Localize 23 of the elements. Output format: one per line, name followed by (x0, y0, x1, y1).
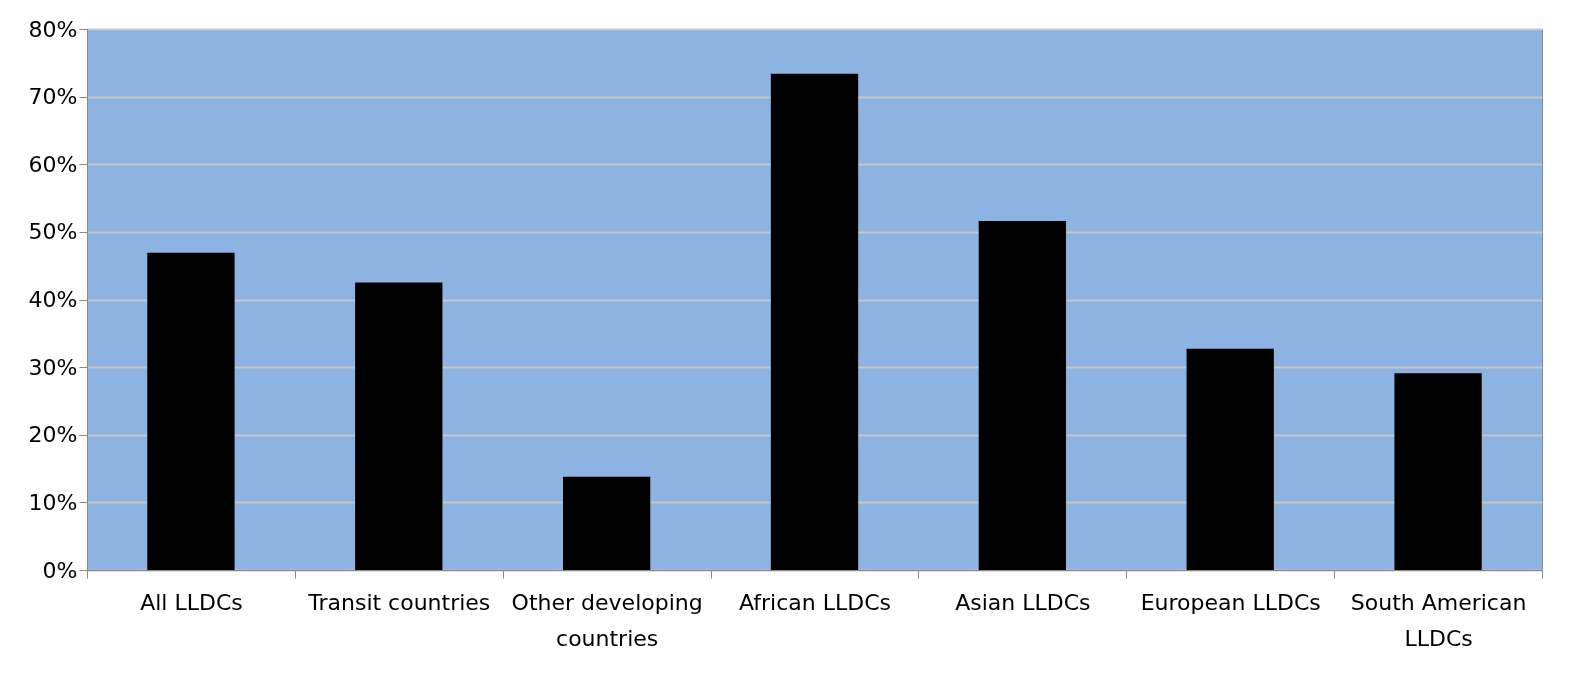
y-tick-label: 20% (28, 422, 78, 448)
x-tick-label: Asian LLDCs (955, 589, 1091, 615)
x-tick-label: African LLDCs (739, 589, 891, 615)
bar (1394, 373, 1482, 570)
x-tick-label: All LLDCs (140, 589, 243, 615)
bar (1186, 348, 1274, 570)
x-tick-label: Other developing countries (511, 589, 703, 651)
y-tick-label: 50% (28, 219, 78, 245)
bar (978, 221, 1067, 570)
x-tick-label: European LLDCs (1140, 589, 1321, 615)
x-tick-label: South American LLDCs (1350, 589, 1527, 651)
y-tick-label: 60% (28, 151, 78, 177)
bar (770, 73, 859, 570)
y-tick-label: 40% (28, 287, 78, 312)
x-tick-label: Transit countries (307, 589, 491, 615)
bar (147, 252, 235, 570)
y-tick-label: 0% (42, 557, 78, 583)
y-tick-label: 70% (28, 84, 78, 110)
y-tick-label: 10% (28, 489, 78, 515)
y-tick-label: 30% (28, 354, 78, 380)
y-tick-label: 80% (28, 16, 78, 42)
bar (562, 476, 651, 570)
bar (355, 282, 443, 570)
